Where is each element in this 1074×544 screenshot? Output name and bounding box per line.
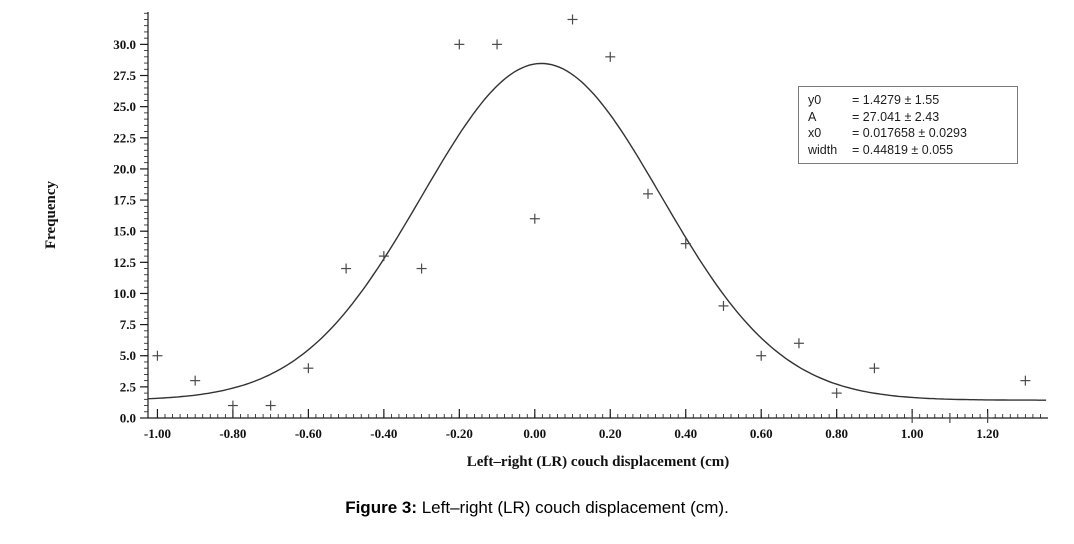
- data-point-cross: [492, 39, 503, 50]
- y-tick-label: 25.0: [113, 99, 136, 114]
- chart-area: -1.00 -0.80 -0.60 -0.40 -0.20 0.00 0.20 0.40 0.6…: [43, 12, 1048, 470]
- x-tick-label: 0.60: [750, 426, 773, 441]
- fit-param-row: x0 = 0.017658 ± 0.0293: [808, 125, 1008, 142]
- x-tick-label: 0.00: [523, 426, 546, 441]
- data-point-cross: [567, 14, 578, 25]
- x-tick-label: -0.40: [370, 426, 397, 441]
- y-tick-label: 0.0: [120, 411, 136, 426]
- param-name-width: width: [808, 142, 838, 157]
- param-value-width: = 0.44819 ± 0.055: [852, 142, 954, 157]
- param-name-A: A: [808, 109, 817, 124]
- data-point-cross: [454, 39, 465, 50]
- x-tick-label: -1.00: [144, 426, 171, 441]
- data-point-cross: [831, 388, 842, 399]
- y-tick-label: 5.0: [120, 348, 136, 363]
- figure-caption-text: Left–right (LR) couch displacement (cm).: [417, 498, 729, 517]
- y-tick-label: 7.5: [120, 317, 137, 332]
- fit-param-row: width = 0.44819 ± 0.055: [808, 142, 1008, 159]
- data-point-cross: [643, 188, 653, 199]
- data-point-cross: [605, 51, 616, 62]
- param-value-x0: = 0.017658 ± 0.0293: [852, 126, 967, 140]
- data-point-cross: [341, 263, 352, 274]
- gaussian-fit-curve: [147, 62, 1047, 401]
- y-tick-label: 2.5: [120, 379, 137, 394]
- data-point-cross: [152, 350, 163, 361]
- y-tick-label: 30.0: [113, 37, 136, 52]
- data-points: [152, 14, 1031, 423]
- data-point-cross: [416, 263, 427, 274]
- fit-params-box: y0 = 1.4279 ± 1.55 A = 27.041 ± 2.43 x0 …: [798, 86, 1018, 164]
- y-tick-label: 27.5: [113, 68, 136, 83]
- param-value-y0: = 1.4279 ± 1.55: [852, 93, 940, 107]
- y-axis-title: Frequency: [43, 180, 59, 249]
- x-tick-label: 1.00: [901, 426, 924, 441]
- data-point-cross: [265, 400, 276, 411]
- x-tick-label: -0.20: [446, 426, 473, 441]
- x-tick-label: 0.40: [674, 426, 697, 441]
- scatter-plot: -1.00 -0.80 -0.60 -0.40 -0.20 0.00 0.20 0.40 0.6…: [43, 12, 1048, 470]
- x-tick-label: 1.20: [976, 426, 999, 441]
- x-tick-label: 0.80: [825, 426, 848, 441]
- data-point-cross: [680, 238, 691, 249]
- fit-param-row: y0 = 1.4279 ± 1.55: [808, 92, 1008, 109]
- param-name-x0: x0: [808, 126, 822, 140]
- data-point-cross: [907, 413, 918, 423]
- data-point-cross: [718, 300, 729, 311]
- y-tick-label: 10.0: [113, 286, 136, 301]
- y-axis-ticks: 0.0 2.5 5.0 7.5 10.0 12.5 15.0 17.5 20.0 22.5 25.0…: [113, 12, 148, 426]
- data-point-cross: [190, 375, 201, 386]
- data-point-cross: [529, 213, 540, 224]
- data-point-cross: [303, 363, 314, 374]
- data-point-cross: [944, 413, 955, 423]
- x-tick-label: -0.60: [295, 426, 322, 441]
- y-tick-label: 20.0: [113, 161, 136, 176]
- y-tick-label: 15.0: [113, 224, 136, 239]
- data-point-cross: [756, 350, 767, 361]
- x-axis-title: Left–right (LR) couch displacement (cm): [467, 454, 729, 470]
- param-value-A: = 27.041 ± 2.43: [852, 109, 940, 124]
- data-point-cross: [1020, 375, 1031, 386]
- data-point-cross: [793, 338, 804, 349]
- y-tick-label: 12.5: [113, 255, 136, 270]
- data-point-cross: [869, 363, 880, 374]
- data-point-cross: [227, 400, 238, 411]
- fit-param-row: A = 27.041 ± 2.43: [808, 109, 1008, 126]
- data-point-cross: [378, 251, 389, 262]
- axes: [147, 12, 1048, 419]
- y-tick-label: 17.5: [113, 193, 136, 208]
- figure-caption-label: Figure 3:: [345, 498, 417, 517]
- param-name-y0: y0: [808, 93, 822, 107]
- y-tick-label: 22.5: [113, 130, 136, 145]
- x-tick-label: -0.80: [219, 426, 246, 441]
- x-tick-label: 0.20: [599, 426, 622, 441]
- x-axis-ticks: -1.00 -0.80 -0.60 -0.40 -0.20 0.00 0.20 0.40 0.6…: [144, 409, 1041, 441]
- figure-caption: Figure 3: Left–right (LR) couch displace…: [0, 498, 1074, 518]
- data-point-cross: [982, 413, 993, 423]
